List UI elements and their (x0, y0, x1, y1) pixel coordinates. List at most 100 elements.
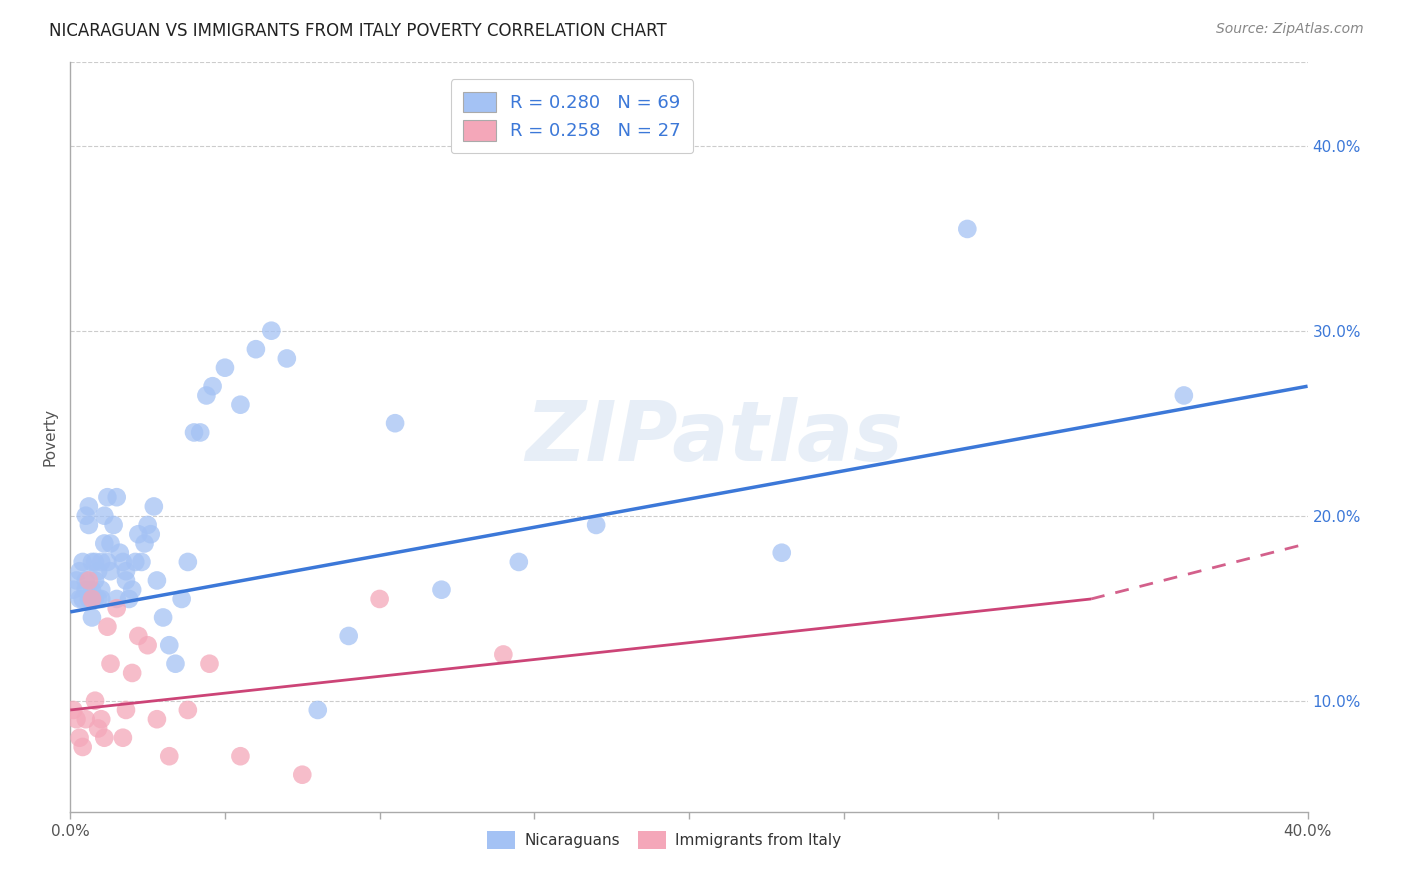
Point (96, 555, 118, 569)
Point (105, 591, 128, 606)
Point (127, 527, 149, 541)
Point (229, 749, 252, 764)
Point (188, 425, 211, 440)
Point (121, 665, 143, 680)
Point (134, 536, 156, 550)
Point (96, 490, 118, 504)
Point (115, 703, 138, 717)
Point (87, 564, 110, 578)
Point (75, 508, 97, 523)
Point (146, 574, 169, 588)
Point (142, 500, 165, 514)
Point (65, 574, 87, 588)
Point (77, 500, 100, 514)
Point (127, 629, 149, 643)
Point (291, 768, 314, 782)
Point (65, 712, 87, 726)
Point (80, 610, 103, 624)
Point (201, 379, 224, 393)
Point (770, 546, 793, 560)
Text: ZIPatlas: ZIPatlas (524, 397, 903, 477)
Point (139, 527, 162, 541)
Point (75, 712, 97, 726)
Point (77, 518, 100, 533)
Point (80, 591, 103, 606)
Point (72, 555, 94, 569)
Point (90, 582, 112, 597)
Point (276, 351, 298, 366)
Point (183, 425, 205, 440)
Point (75, 582, 97, 597)
Point (1173, 388, 1195, 402)
Point (100, 657, 122, 671)
Point (100, 564, 122, 578)
Point (177, 703, 200, 717)
Point (111, 555, 134, 569)
Point (229, 398, 252, 412)
Point (80, 582, 103, 597)
Point (103, 518, 125, 533)
Text: NICARAGUAN VS IMMIGRANTS FROM ITALY POVERTY CORRELATION CHART: NICARAGUAN VS IMMIGRANTS FROM ITALY POVE… (49, 22, 666, 40)
Point (77, 591, 100, 606)
Point (84, 574, 107, 588)
Point (69, 591, 91, 606)
Point (585, 518, 607, 533)
Point (177, 555, 200, 569)
Point (72, 591, 94, 606)
Point (307, 703, 329, 717)
Point (157, 749, 180, 764)
Point (118, 591, 141, 606)
Point (198, 657, 221, 671)
Point (84, 555, 107, 569)
Point (84, 694, 107, 708)
Point (75, 574, 97, 588)
Point (93, 508, 115, 523)
Point (131, 555, 153, 569)
Point (105, 601, 128, 615)
Point (93, 536, 115, 550)
Point (90, 712, 112, 726)
Point (157, 638, 180, 652)
Point (100, 536, 122, 550)
Point (430, 582, 453, 597)
Point (245, 342, 267, 356)
Point (77, 574, 100, 588)
Point (115, 564, 138, 578)
Point (69, 731, 91, 745)
Point (384, 416, 406, 430)
Point (108, 546, 131, 560)
Point (508, 555, 530, 569)
Point (87, 591, 110, 606)
Point (69, 564, 91, 578)
Text: Source: ZipAtlas.com: Source: ZipAtlas.com (1216, 22, 1364, 37)
Point (87, 722, 110, 736)
Point (136, 638, 159, 652)
Point (93, 731, 115, 745)
Point (956, 222, 979, 236)
Legend: Nicaraguans, Immigrants from Italy: Nicaraguans, Immigrants from Italy (479, 823, 849, 856)
Point (90, 555, 112, 569)
Point (62, 703, 84, 717)
Point (111, 731, 134, 745)
Point (368, 591, 391, 606)
Y-axis label: Poverty: Poverty (42, 408, 58, 467)
Point (96, 620, 118, 634)
Point (170, 591, 193, 606)
Point (90, 591, 112, 606)
Point (165, 657, 187, 671)
Point (152, 610, 174, 624)
Point (84, 591, 107, 606)
Point (260, 324, 283, 338)
Point (105, 490, 128, 504)
Point (115, 574, 138, 588)
Point (492, 648, 515, 662)
Point (72, 739, 94, 754)
Point (337, 629, 360, 643)
Point (124, 555, 146, 569)
Point (121, 582, 143, 597)
Point (214, 360, 236, 375)
Point (80, 555, 103, 569)
Point (195, 388, 218, 402)
Point (146, 712, 169, 726)
Point (136, 518, 159, 533)
